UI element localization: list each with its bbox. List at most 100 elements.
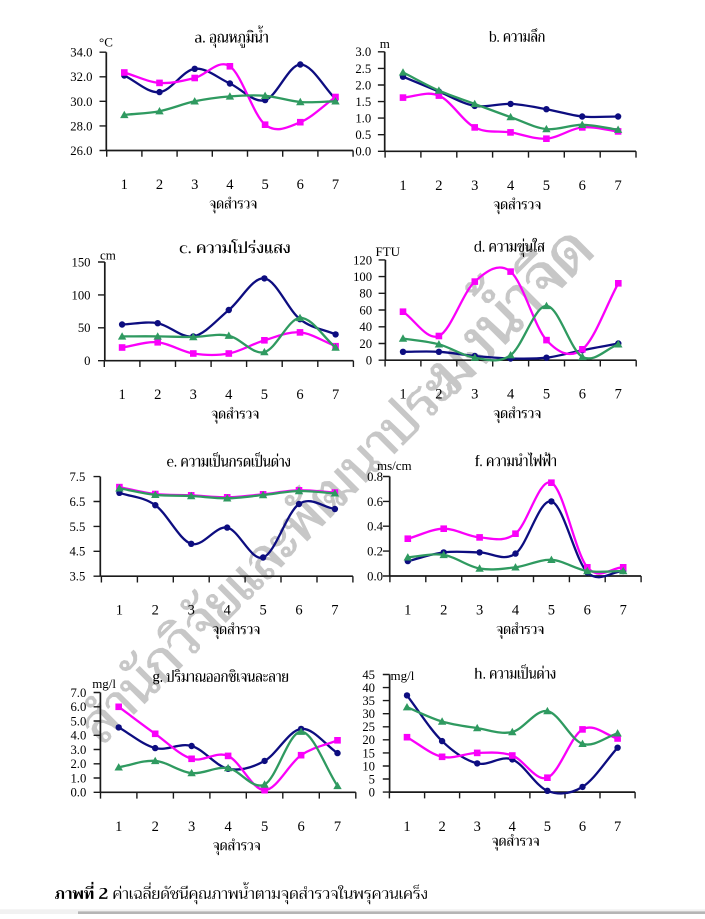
svg-text:6: 6 xyxy=(297,819,304,835)
svg-text:40: 40 xyxy=(362,681,375,695)
svg-text:mg/l: mg/l xyxy=(92,676,116,691)
svg-text:34.0: 34.0 xyxy=(70,46,92,60)
svg-text:FTU: FTU xyxy=(376,244,401,259)
svg-text:7.5: 7.5 xyxy=(69,470,85,484)
svg-text:5: 5 xyxy=(261,387,268,403)
svg-text:3.5: 3.5 xyxy=(69,570,85,584)
svg-text:20: 20 xyxy=(359,337,372,351)
svg-text:1.0: 1.0 xyxy=(355,112,371,126)
svg-text:7: 7 xyxy=(332,387,339,403)
svg-text:6: 6 xyxy=(579,819,586,835)
svg-text:5: 5 xyxy=(543,178,550,194)
svg-text:5: 5 xyxy=(259,603,266,619)
svg-text:5.0: 5.0 xyxy=(70,714,86,728)
svg-text:80: 80 xyxy=(359,287,372,301)
svg-text:0.2: 0.2 xyxy=(367,545,383,559)
svg-text:0.0: 0.0 xyxy=(70,786,86,800)
svg-text:0.6: 0.6 xyxy=(367,495,383,509)
svg-text:5: 5 xyxy=(369,772,375,786)
svg-text:0.0: 0.0 xyxy=(355,145,371,159)
svg-text:4: 4 xyxy=(224,603,232,619)
svg-text:3: 3 xyxy=(476,603,483,619)
svg-text:4: 4 xyxy=(507,387,515,403)
svg-text:2: 2 xyxy=(154,387,161,403)
svg-text:5: 5 xyxy=(543,387,550,403)
svg-text:6: 6 xyxy=(579,178,586,194)
svg-text:m: m xyxy=(380,36,390,51)
svg-text:1: 1 xyxy=(403,819,410,835)
svg-text:2: 2 xyxy=(438,819,445,835)
svg-text:4: 4 xyxy=(512,603,520,619)
svg-text:100: 100 xyxy=(353,270,372,284)
svg-text:2.5: 2.5 xyxy=(355,62,371,76)
svg-text:6: 6 xyxy=(297,177,304,193)
svg-text:2: 2 xyxy=(435,387,442,403)
svg-text:35: 35 xyxy=(362,694,375,708)
svg-text:3: 3 xyxy=(188,819,195,835)
svg-text:7: 7 xyxy=(615,387,622,403)
svg-text:1: 1 xyxy=(118,387,125,403)
svg-text:6: 6 xyxy=(579,387,586,403)
svg-text:0.8: 0.8 xyxy=(367,470,383,484)
svg-text:2: 2 xyxy=(440,603,447,619)
svg-text:5: 5 xyxy=(261,177,268,193)
svg-text:30.0: 30.0 xyxy=(70,95,92,109)
svg-text:7: 7 xyxy=(614,819,621,835)
svg-text:7: 7 xyxy=(332,177,339,193)
svg-text:2: 2 xyxy=(152,819,159,835)
svg-text:120: 120 xyxy=(353,253,372,267)
svg-text:mg/l: mg/l xyxy=(391,668,415,683)
svg-text:°C: °C xyxy=(99,35,113,50)
svg-text:10: 10 xyxy=(362,759,375,773)
svg-text:4.5: 4.5 xyxy=(69,545,85,559)
svg-text:15: 15 xyxy=(362,746,375,760)
svg-text:20: 20 xyxy=(362,733,375,747)
svg-text:6.5: 6.5 xyxy=(69,495,85,509)
svg-text:4: 4 xyxy=(226,177,234,193)
svg-text:1: 1 xyxy=(121,177,128,193)
svg-text:3.0: 3.0 xyxy=(70,743,86,757)
svg-text:1.5: 1.5 xyxy=(355,95,371,109)
svg-text:0.0: 0.0 xyxy=(367,569,383,583)
svg-text:4: 4 xyxy=(509,819,517,835)
svg-text:0: 0 xyxy=(366,354,372,368)
svg-text:150: 150 xyxy=(71,255,90,269)
svg-text:0.4: 0.4 xyxy=(367,520,384,534)
svg-text:7: 7 xyxy=(334,819,341,835)
svg-text:1: 1 xyxy=(116,603,123,619)
svg-text:3: 3 xyxy=(471,178,478,194)
svg-text:32.0: 32.0 xyxy=(70,70,92,84)
svg-text:0.5: 0.5 xyxy=(355,128,371,142)
svg-text:7.0: 7.0 xyxy=(70,686,86,700)
svg-text:7: 7 xyxy=(614,178,621,194)
svg-text:6: 6 xyxy=(584,603,591,619)
svg-text:60: 60 xyxy=(359,303,372,317)
svg-text:3: 3 xyxy=(191,177,198,193)
svg-text:4.0: 4.0 xyxy=(70,729,86,743)
svg-text:ms/cm: ms/cm xyxy=(377,458,412,473)
svg-text:2: 2 xyxy=(435,178,442,194)
svg-text:6: 6 xyxy=(295,603,302,619)
svg-text:0: 0 xyxy=(84,354,90,368)
svg-text:cm: cm xyxy=(100,248,116,263)
svg-text:1: 1 xyxy=(399,387,406,403)
svg-text:4: 4 xyxy=(507,178,515,194)
svg-text:4: 4 xyxy=(225,387,233,403)
svg-text:1: 1 xyxy=(399,178,406,194)
svg-text:6: 6 xyxy=(296,387,303,403)
svg-text:28.0: 28.0 xyxy=(70,119,92,133)
svg-text:2.0: 2.0 xyxy=(70,757,86,771)
svg-text:1.0: 1.0 xyxy=(70,771,86,785)
svg-text:26.0: 26.0 xyxy=(70,144,92,158)
svg-text:2: 2 xyxy=(156,177,163,193)
svg-text:25: 25 xyxy=(362,720,375,734)
svg-text:3: 3 xyxy=(188,603,195,619)
svg-text:2: 2 xyxy=(152,603,159,619)
svg-text:50: 50 xyxy=(78,321,91,335)
svg-text:100: 100 xyxy=(71,288,90,302)
svg-text:5.5: 5.5 xyxy=(69,520,85,534)
svg-text:0: 0 xyxy=(369,786,375,800)
svg-text:45: 45 xyxy=(362,668,375,682)
svg-text:1: 1 xyxy=(115,819,122,835)
svg-text:3: 3 xyxy=(474,819,481,835)
